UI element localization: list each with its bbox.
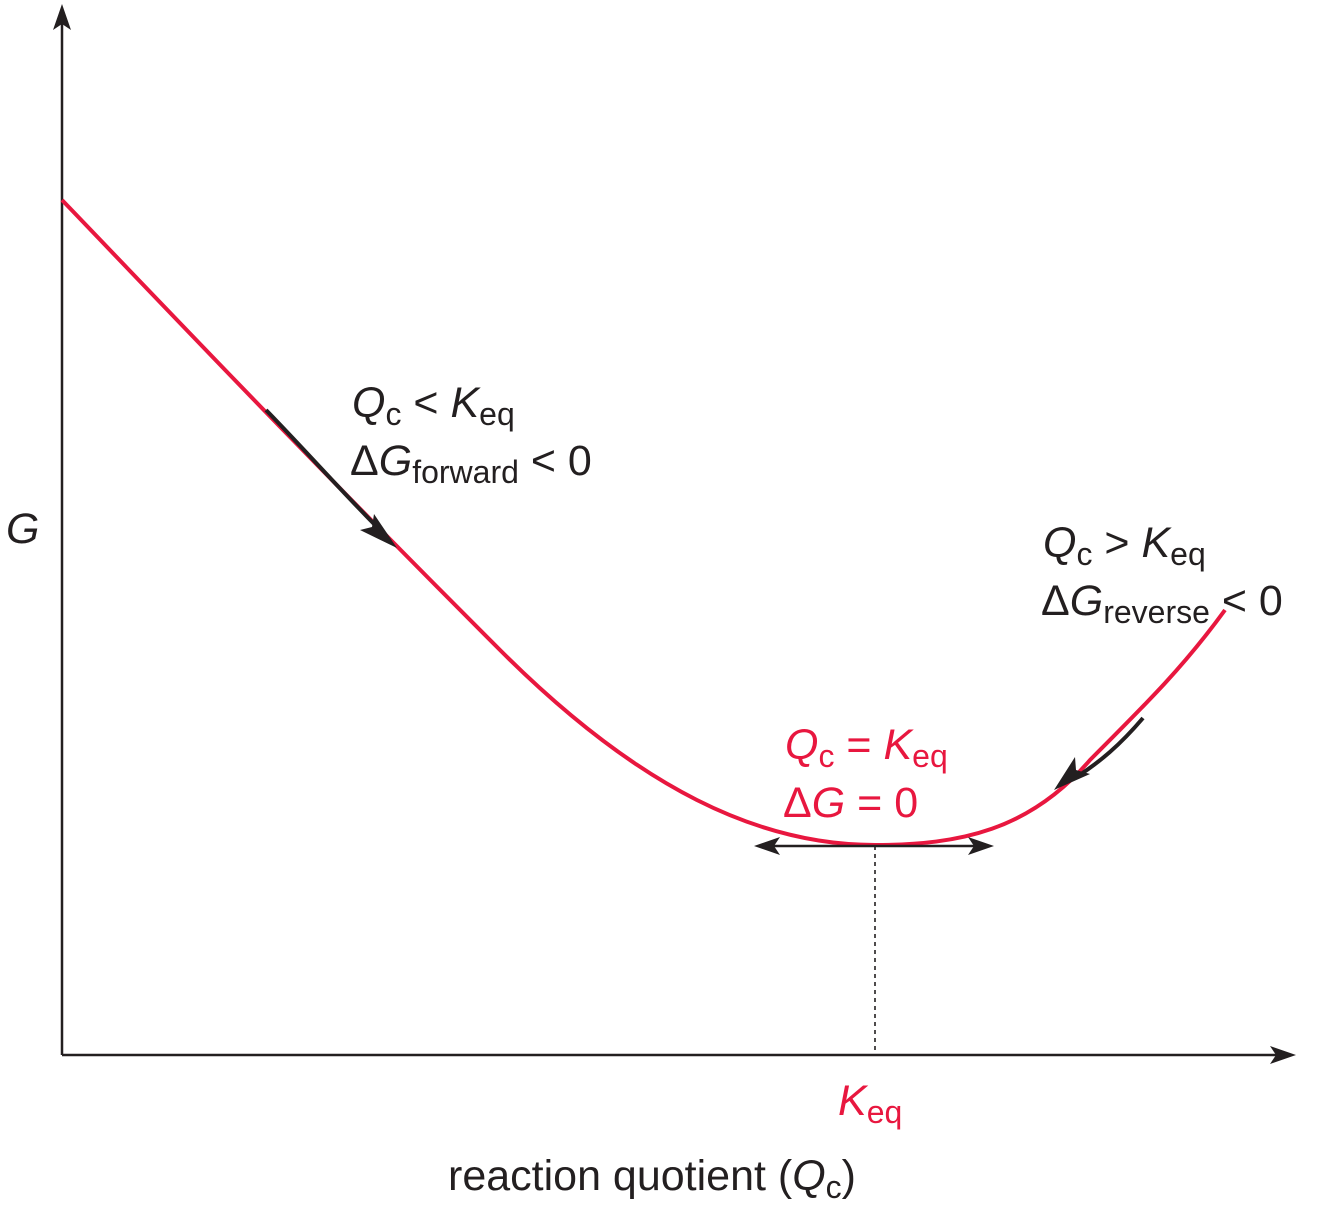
- y-axis-arrow-icon: [53, 4, 71, 30]
- double-arrow-left-icon: [754, 837, 780, 855]
- reverse-condition-line1: Qc > Keq: [1043, 519, 1206, 572]
- y-axis-label: G: [6, 505, 40, 553]
- reverse-condition-line2: ΔGreverse < 0: [1041, 577, 1283, 630]
- x-axis-arrow-icon: [1270, 1046, 1296, 1064]
- x-tick-keq: Keq: [838, 1077, 903, 1130]
- forward-condition-line2: ΔGforward < 0: [350, 437, 592, 490]
- forward-arrow-head-icon: [360, 514, 397, 548]
- x-axis-label: reaction quotient (Qc): [448, 1152, 856, 1205]
- double-arrow-right-icon: [968, 837, 994, 855]
- forward-arrow: [264, 408, 382, 532]
- reverse-arrow-head-icon: [1054, 757, 1090, 790]
- forward-condition-line1: Qc < Keq: [352, 379, 515, 432]
- equilibrium-condition-line1: Qc = Keq: [785, 721, 948, 774]
- equilibrium-condition-line2: ΔG = 0: [783, 779, 919, 827]
- reverse-arrow: [1073, 716, 1145, 780]
